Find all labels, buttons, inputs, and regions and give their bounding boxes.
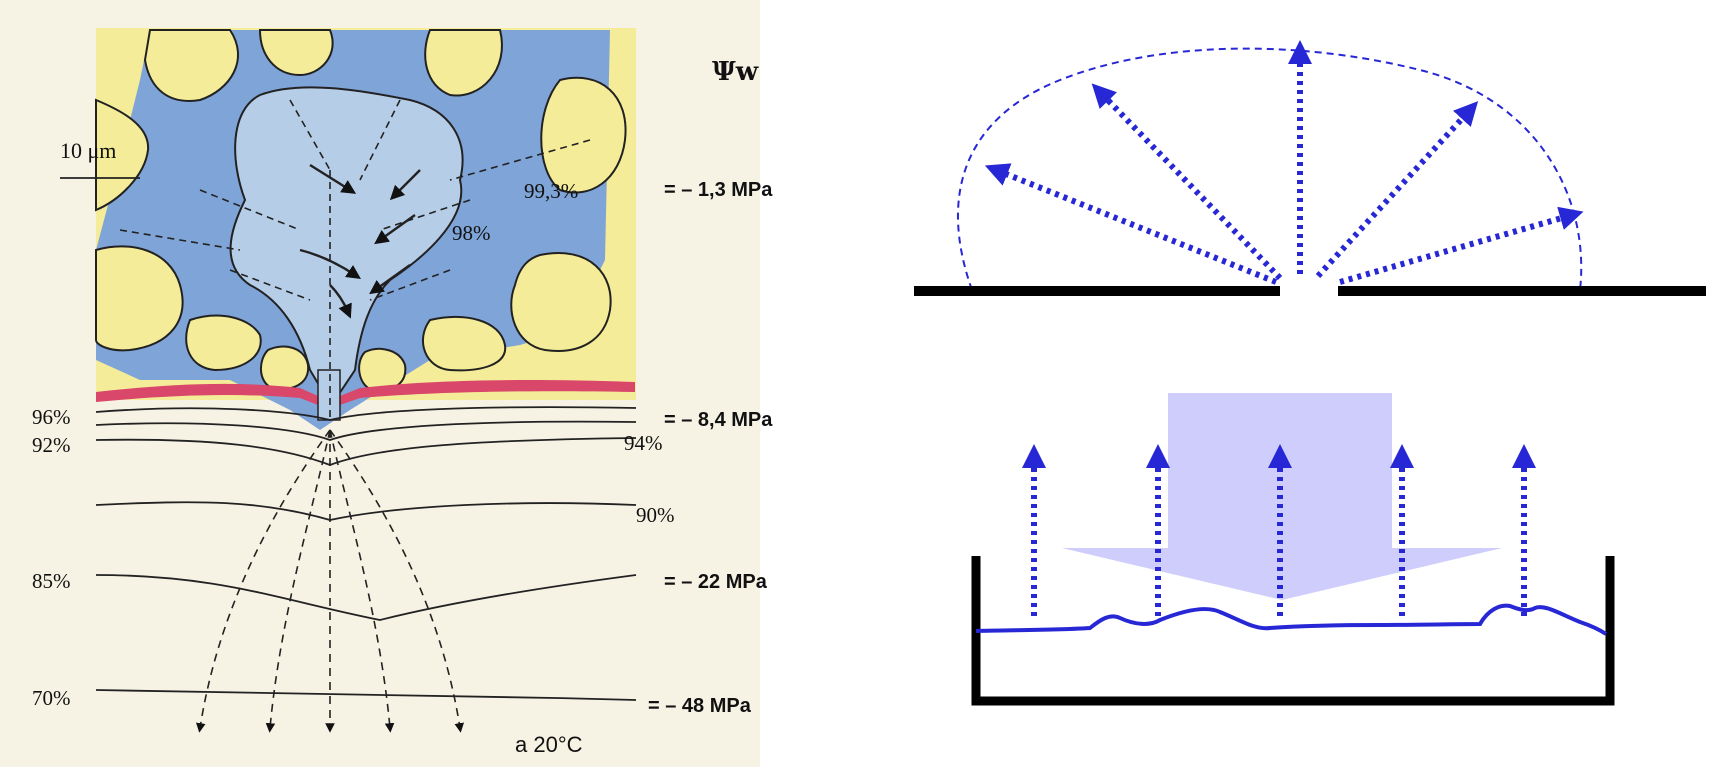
cell-right-mid [510,252,612,352]
humidity-label-70: 70% [32,686,71,710]
radial-arrow-2 [1091,83,1283,281]
guard-cell-left-inner [260,345,310,390]
guard-cell-right-outer [421,316,507,372]
cell-left-mid [95,245,184,352]
humidity-label-98: 98% [452,221,491,245]
humidity-label-92: 92% [32,433,71,457]
surface-left [914,286,1280,296]
humidity-label-94: 94% [624,431,663,455]
humidity-label-90: 90% [636,503,675,527]
flow-arrows [299,163,421,319]
radial-arrow-4 [1315,101,1479,279]
contour-85 [95,574,637,621]
leaf-diagram: 10 μm 99,3% 98% 96% 92% 94% 90% 85% 70% … [0,0,773,767]
contour-70 [95,689,637,701]
radial-arrows [984,40,1584,285]
potential-label-2: = – 8,4 MPa [664,409,773,431]
contour-94 [95,420,637,441]
diffusion-boundary [956,47,1583,291]
pore-diffusion-diagram [914,40,1706,296]
humidity-label-99-3: 99,3% [524,179,578,203]
potential-label-4: = – 48 MPa [648,695,752,717]
cell-left-upper [95,98,150,212]
radial-arrow-1 [984,163,1278,285]
guard-cell-right-inner [358,347,407,392]
open-surface-diagram [971,393,1615,706]
temperature-label: a 20°C [515,732,583,757]
leaf-tissue [95,28,636,430]
cuticle [96,380,635,405]
contour-96 [95,406,637,421]
psi-w-symbol: Ψw [712,57,759,87]
potential-label-3: = – 22 MPa [664,571,768,593]
cell-top-left [143,29,240,102]
scale-label: 10 μm [60,138,116,163]
diffusion-paths [119,99,591,420]
potential-label-1: = – 1,3 MPa [664,179,773,201]
substomatal-cavity [229,86,464,402]
guard-cell-left-outer [185,314,262,372]
surface-right [1338,286,1706,296]
cell-top-mid [258,29,334,77]
water-surface [975,603,1608,636]
radial-arrow-5 [1339,206,1584,285]
humidity-label-96: 96% [32,405,71,429]
cell-top-right [424,29,503,97]
container [971,556,1615,706]
humidity-label-85: 85% [32,569,71,593]
stomatal-pore [317,369,341,421]
outer-diffusion-lines [196,429,464,733]
cell-right-upper [540,76,627,194]
